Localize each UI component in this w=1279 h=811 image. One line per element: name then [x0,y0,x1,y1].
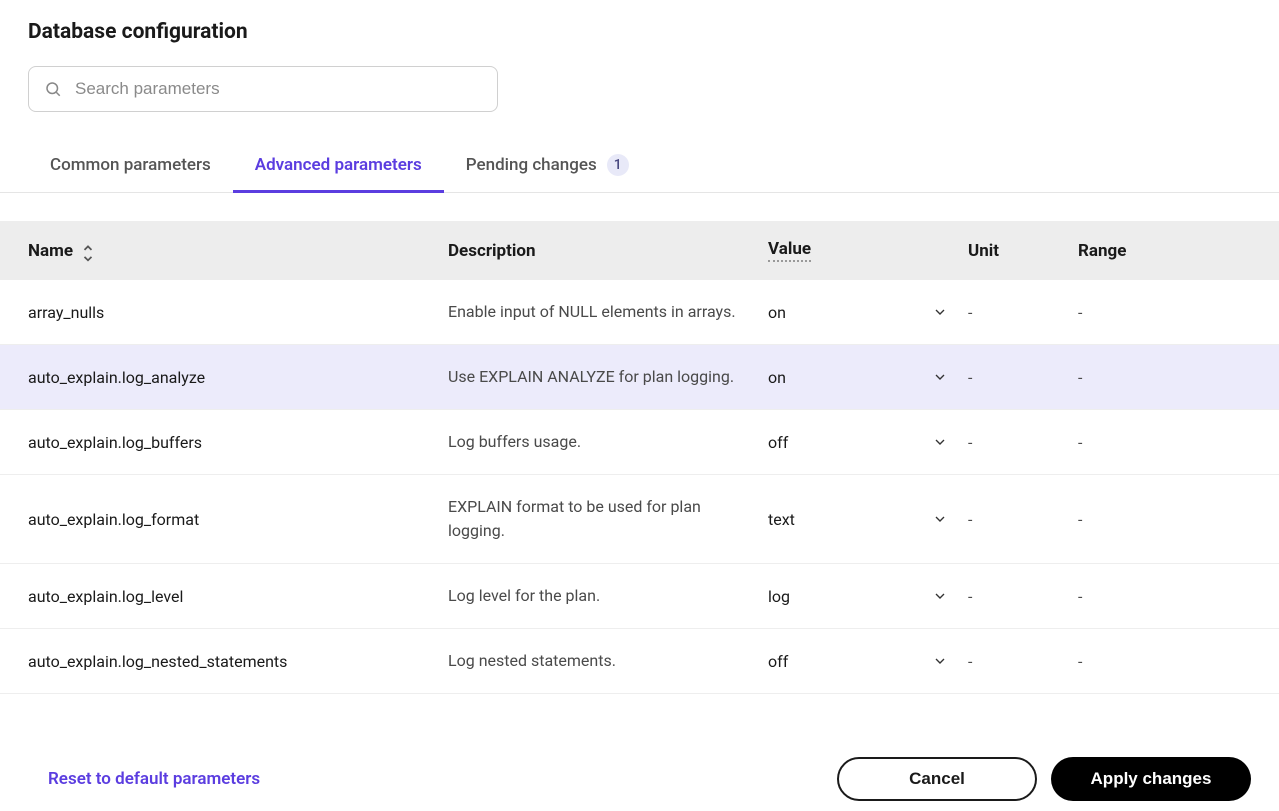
column-header-value[interactable]: Value [768,239,968,262]
cell-range: - [1078,368,1251,387]
cell-range: - [1078,587,1251,606]
column-header-description: Description [448,241,768,261]
cell-description: Log buffers usage. [448,430,768,454]
cell-name: auto_explain.log_level [28,587,448,606]
column-header-label: Description [448,241,535,261]
sort-icon [81,244,95,258]
cell-unit: - [968,368,1078,387]
cell-value-text: off [768,652,788,671]
chevron-down-icon [932,434,948,450]
pending-count-badge: 1 [607,154,629,176]
tab-label: Pending changes [466,155,597,175]
cell-value-select[interactable]: on [768,368,968,387]
cell-value-text: log [768,587,790,606]
column-header-label: Name [28,241,73,261]
column-header-label: Range [1078,241,1126,261]
table-row: auto_explain.log_nested_statementsLog ne… [0,629,1279,694]
reset-to-default-link[interactable]: Reset to default parameters [48,769,260,789]
cell-name: auto_explain.log_format [28,510,448,529]
table-header-row: Name Description Value Unit Range [0,221,1279,280]
table-row: auto_explain.log_formatEXPLAIN format to… [0,475,1279,564]
column-header-label: Value [768,239,811,262]
apply-changes-button[interactable]: Apply changes [1051,757,1251,801]
search-input[interactable] [28,66,498,112]
search-icon [44,80,62,98]
cell-name: array_nulls [28,303,448,322]
chevron-down-icon [932,653,948,669]
cell-value-text: on [768,303,786,322]
cell-unit: - [968,433,1078,452]
chevron-down-icon [932,369,948,385]
cell-range: - [1078,433,1251,452]
footer-buttons: Cancel Apply changes [837,757,1251,801]
cell-description: Log level for the plan. [448,584,768,608]
cell-name: auto_explain.log_analyze [28,368,448,387]
chevron-down-icon [932,511,948,527]
tab-pending-changes[interactable]: Pending changes 1 [444,140,651,192]
cell-value-select[interactable]: off [768,433,968,452]
cell-value-text: text [768,510,795,529]
column-header-range: Range [1078,241,1251,261]
table-row: auto_explain.log_buffersLog buffers usag… [0,410,1279,475]
column-header-name[interactable]: Name [28,241,448,261]
cell-range: - [1078,303,1251,322]
cell-range: - [1078,510,1251,529]
cell-description: Log nested statements. [448,649,768,673]
cell-value-select[interactable]: off [768,652,968,671]
cell-value-select[interactable]: log [768,587,968,606]
cell-name: auto_explain.log_buffers [28,433,448,452]
footer-bar: Reset to default parameters Cancel Apply… [0,737,1279,811]
cell-unit: - [968,510,1078,529]
cell-value-select[interactable]: text [768,510,968,529]
cell-description: Use EXPLAIN ANALYZE for plan logging. [448,365,768,389]
column-header-label: Unit [968,241,999,261]
search-wrapper [28,66,498,112]
cell-value-text: on [768,368,786,387]
tab-label: Common parameters [50,155,211,175]
tab-advanced-parameters[interactable]: Advanced parameters [233,140,444,192]
cell-value-select[interactable]: on [768,303,968,322]
table-row: auto_explain.log_analyzeUse EXPLAIN ANAL… [0,345,1279,410]
page-title: Database configuration [28,20,1251,44]
table-row: array_nullsEnable input of NULL elements… [0,280,1279,345]
cell-value-text: off [768,433,788,452]
cell-description: EXPLAIN format to be used for plan loggi… [448,495,768,543]
cancel-button[interactable]: Cancel [837,757,1037,801]
cell-unit: - [968,652,1078,671]
cell-range: - [1078,652,1251,671]
parameters-table: Name Description Value Unit Range array_… [0,221,1279,694]
tabs-container: Common parameters Advanced parameters Pe… [0,140,1279,193]
table-row: auto_explain.log_levelLog level for the … [0,564,1279,629]
tab-label: Advanced parameters [255,155,422,175]
chevron-down-icon [932,588,948,604]
cell-description: Enable input of NULL elements in arrays. [448,300,768,324]
column-header-unit: Unit [968,241,1078,261]
cell-unit: - [968,587,1078,606]
cell-unit: - [968,303,1078,322]
cell-name: auto_explain.log_nested_statements [28,652,448,671]
chevron-down-icon [932,304,948,320]
tab-common-parameters[interactable]: Common parameters [28,140,233,192]
